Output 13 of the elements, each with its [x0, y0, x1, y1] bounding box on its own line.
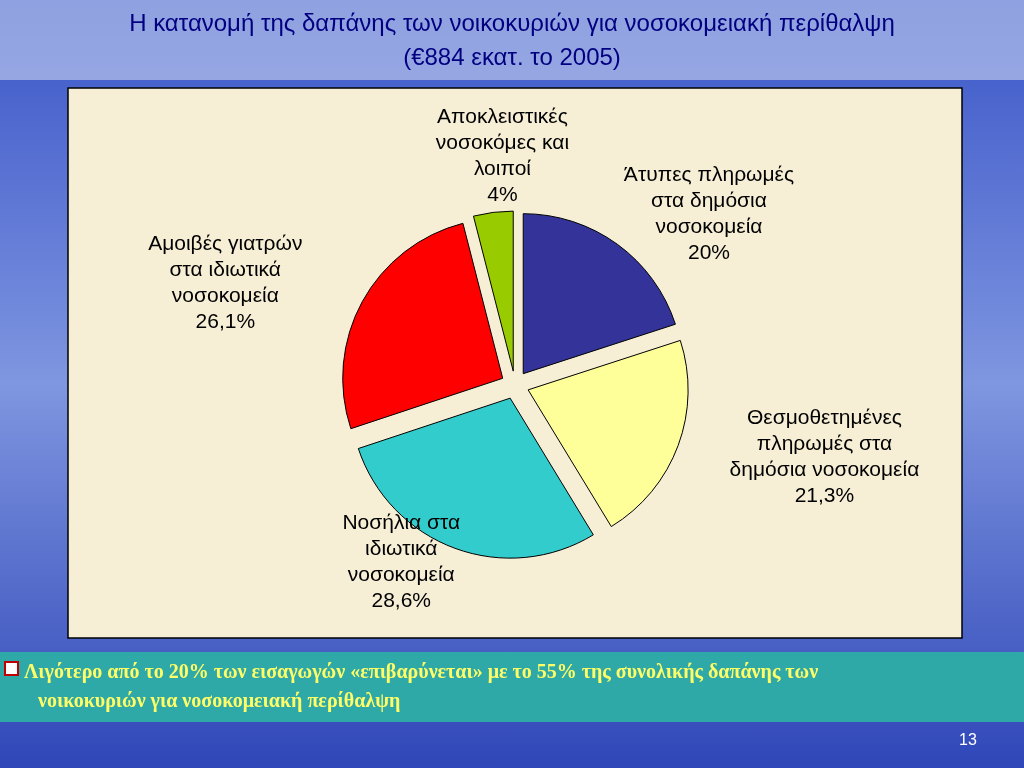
data-label: 21,3%	[794, 482, 855, 506]
text: Λιγότερο από το 20% των εισαγωγών «επιβαρύνεται» με το 55% της συνολικής δαπάνης των νοικοκυριών για νοσοκομειακή περίθαλψη	[24, 660, 819, 712]
data-label: 4%	[487, 182, 518, 205]
chart-title: Η κατανομή της δαπάνης των νοικοκυριών για νοσοκομειακή περίθαλψη	[129, 9, 895, 36]
slice-label: Αμοιβές γιατρών στα ιδιωτικά νοσοκομεία	[148, 231, 303, 307]
slice-label: Θεσμοθετημένες πληρωμές στα δημόσια νοσοκομεία	[729, 404, 920, 480]
data-label: 28,6%	[371, 588, 432, 611]
chart-subtitle: (€884 εκατ. το 2005)	[403, 43, 621, 70]
slice-label: Άτυπες πληρωμές στα δημόσια νοσοκομεία	[623, 162, 795, 238]
slice-label: Αποκλειστικές νοσοκόμες και λοιποί	[435, 104, 570, 179]
data-label: 26,1%	[195, 309, 256, 333]
data-label: 20%	[687, 240, 730, 264]
text: 13	[959, 731, 977, 748]
